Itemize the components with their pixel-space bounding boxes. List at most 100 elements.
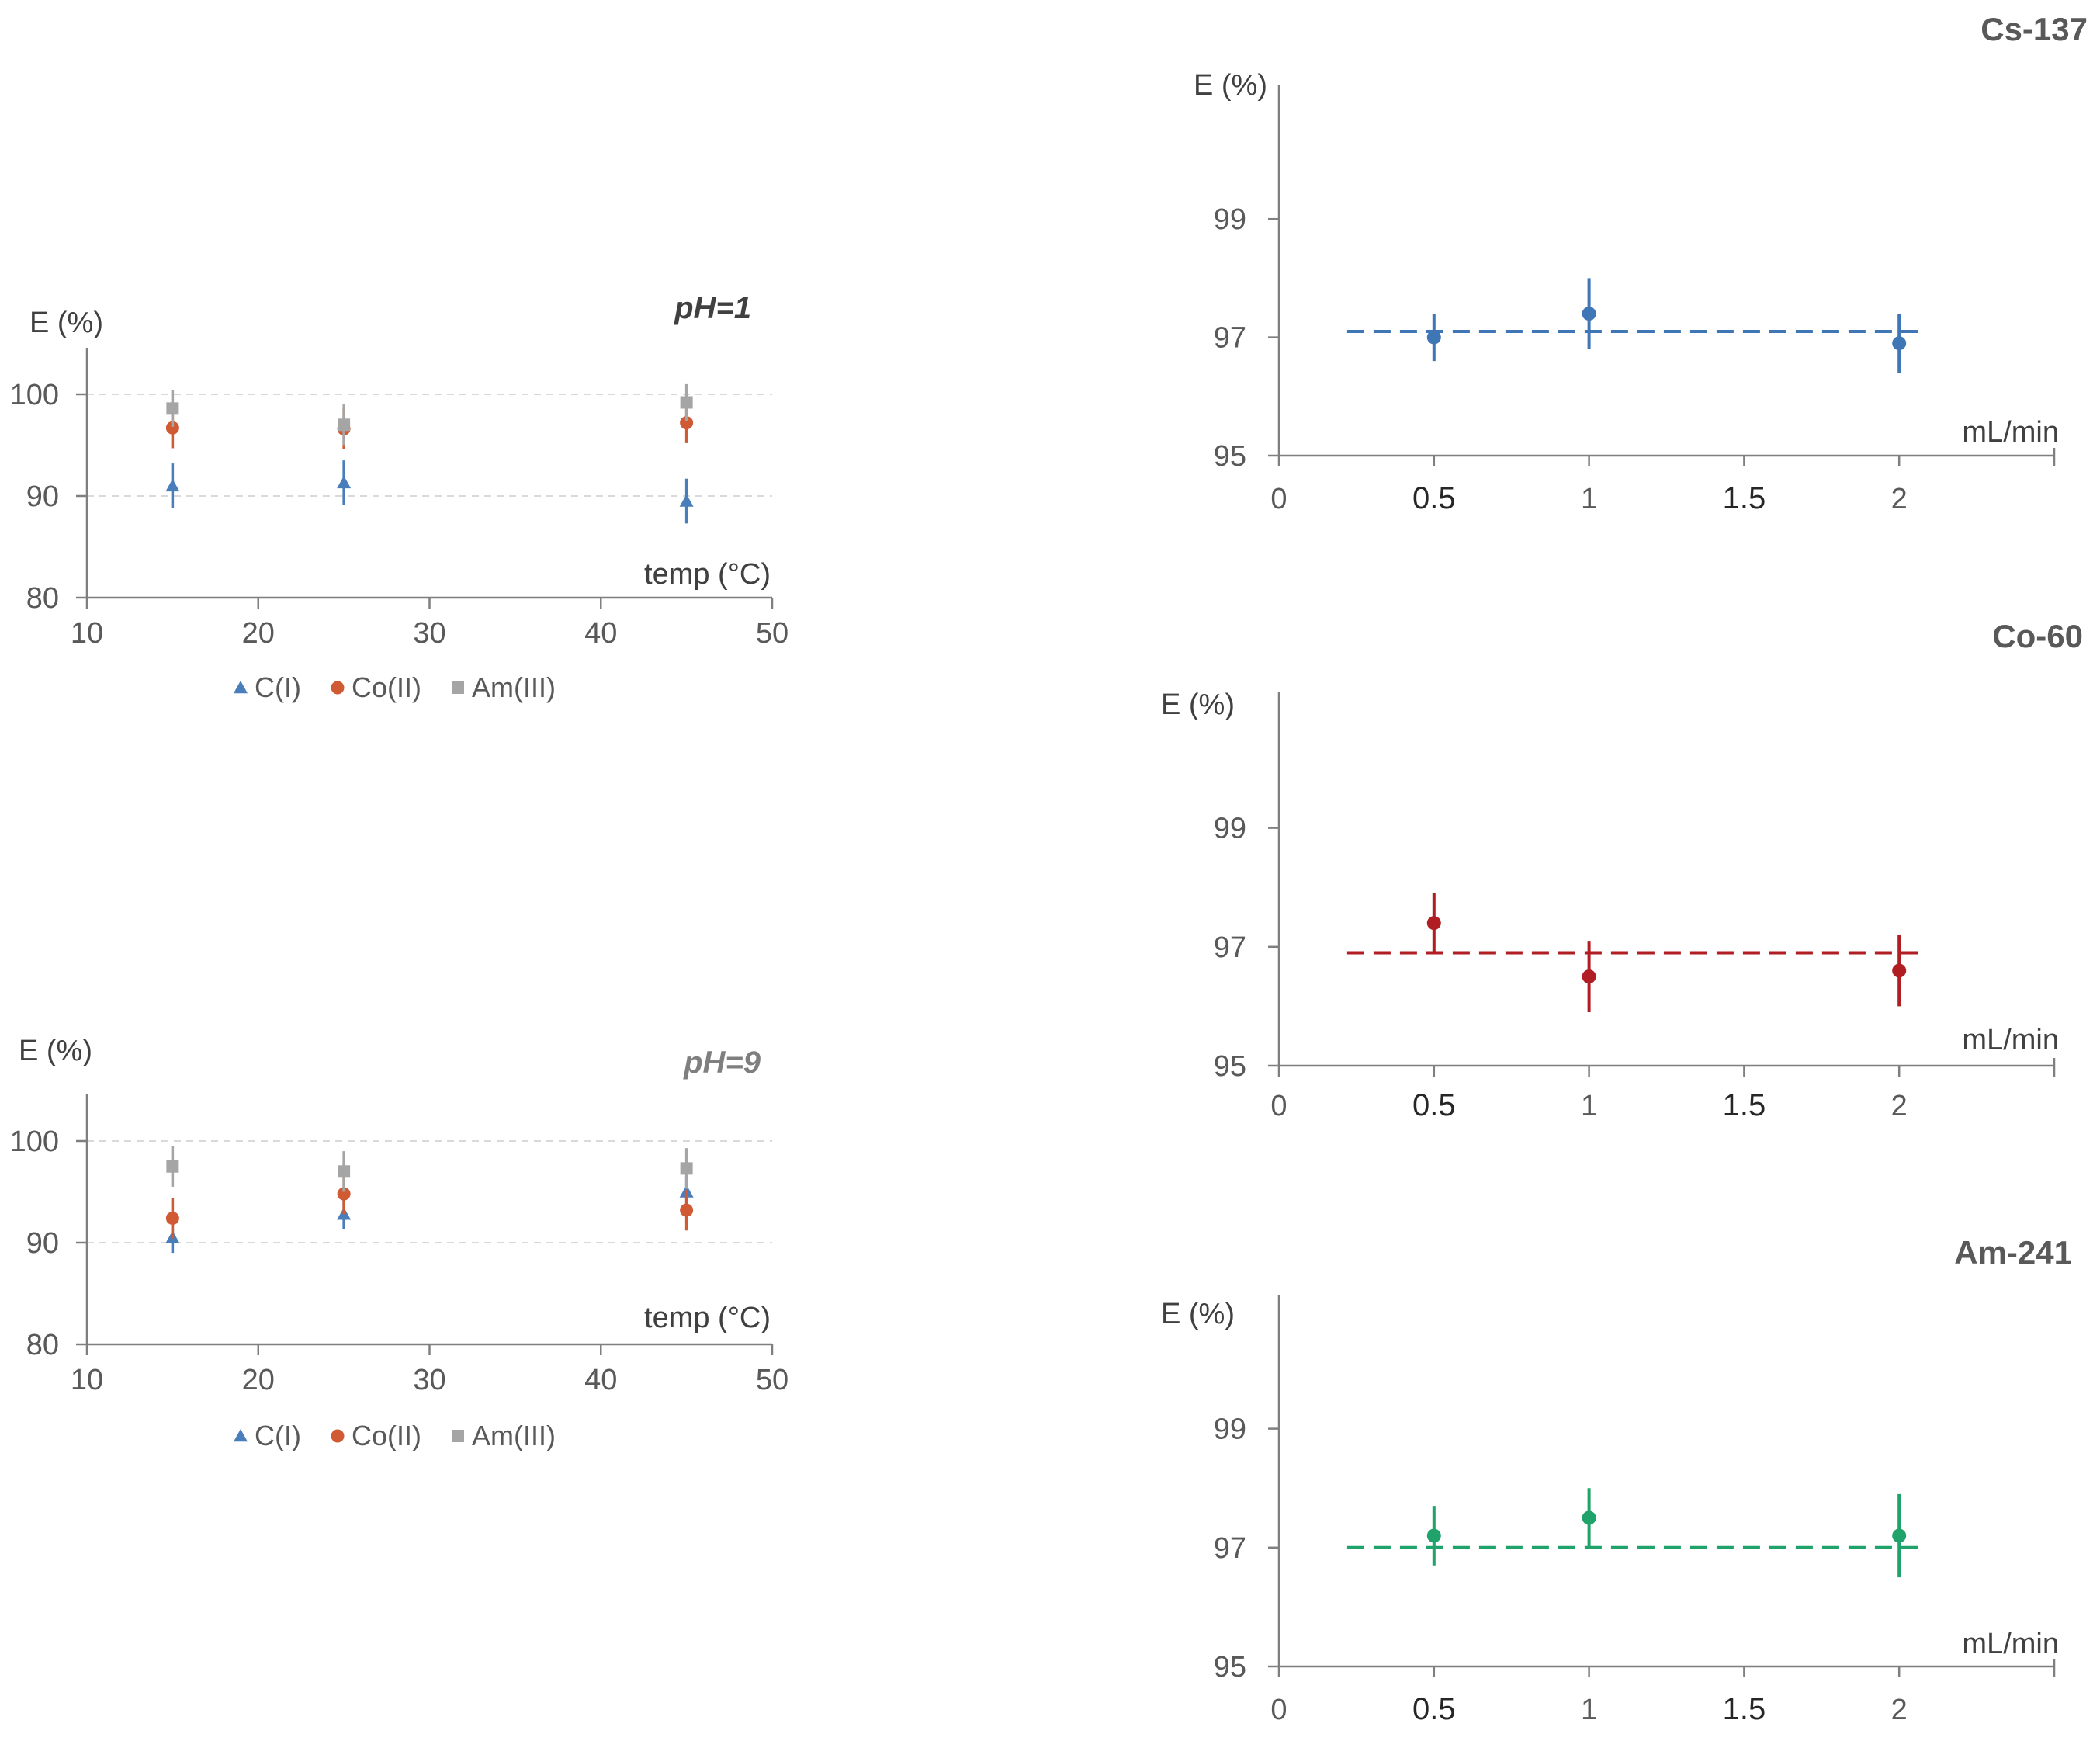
x-tick-label: 30 [413,617,445,650]
x-tick-label: 50 [756,617,788,650]
data-point [338,418,351,432]
x-tick-label: 1.5 [1723,1088,1766,1122]
x-tick-label: 1 [1581,1694,1597,1726]
data-point [165,478,180,492]
legend-entry: C(I) [255,1420,301,1451]
x-tick-label: 0.5 [1412,481,1456,515]
data-point [1582,1510,1596,1525]
chart-cs137: 95 97 99 0 0.5 1 1.5 2 E (%) mL/min Cs-137 [1194,11,2088,515]
x-tick-label: 2 [1891,1090,1908,1122]
data-point [1426,1528,1441,1543]
x-axis-label: mL/min [1962,1628,2059,1660]
chart-title: pH=9 [683,1046,761,1080]
y-tick-label: 99 [1214,813,1246,845]
legend-marker [452,681,464,694]
y-tick-label: 97 [1214,931,1246,964]
legend-marker [452,1430,464,1442]
data-point [1892,1528,1907,1543]
legend-marker [331,1429,345,1443]
x-tick-label: 0 [1270,1694,1287,1726]
x-tick-label: 0.5 [1412,1692,1456,1726]
x-tick-label: 30 [413,1364,445,1396]
y-axis-label: E (%) [1194,69,1267,102]
y-tick-label: 99 [1214,203,1246,236]
data-point [165,1212,179,1226]
data-point [1426,916,1441,931]
x-tick-label: 1.5 [1723,1692,1766,1726]
data-point [337,1187,351,1201]
y-tick-label: 97 [1214,322,1246,355]
legend-marker [234,681,248,694]
y-axis-label: E (%) [29,307,103,339]
y-axis-label: E (%) [19,1035,92,1067]
x-tick-label: 0 [1270,1090,1287,1122]
series-co-60 [1426,893,1907,1013]
y-tick-label: 90 [26,480,59,513]
legend: C(I) Co(II) Am(III) [234,1420,556,1451]
chart-co60: 95 97 99 0 0.5 1 1.5 2 E (%) mL/min Co-60 [1161,618,2083,1122]
series-am-iii- [166,383,693,446]
x-axis-label: mL/min [1962,416,2059,449]
legend-entry: Am(III) [472,671,556,703]
legend: C(I) Co(II) Am(III) [234,671,556,703]
y-tick-label: 95 [1214,1651,1246,1684]
y-tick-label: 97 [1214,1532,1246,1565]
data-point [166,402,179,415]
x-tick-label: 2 [1891,483,1908,515]
legend-marker [234,1429,248,1442]
y-tick-label: 90 [26,1227,59,1260]
legend-entry: Co(II) [352,671,421,703]
y-tick-label: 99 [1214,1413,1246,1446]
legend-entry: C(I) [255,671,301,703]
x-axis-label: mL/min [1962,1024,2059,1056]
x-tick-label: 20 [242,1364,275,1396]
x-tick-label: 40 [584,617,617,650]
chart-title: Cs-137 [1980,11,2088,47]
chart-title: pH=1 [674,291,751,325]
data-point [680,1203,694,1217]
x-tick-label: 0.5 [1412,1088,1456,1122]
x-tick-label: 1 [1581,1090,1597,1122]
data-point [1892,336,1907,351]
x-tick-label: 0 [1270,483,1287,515]
data-point [338,1165,351,1178]
x-tick-label: 1.5 [1723,481,1766,515]
x-tick-label: 50 [756,1364,788,1396]
chart-title: Co-60 [1992,618,2083,654]
x-tick-label: 40 [584,1364,617,1396]
data-point [1582,307,1596,321]
chart-am241: 95 97 99 0 0.5 1 1.5 2 E (%) mL/min Am-241 [1161,1234,2072,1726]
series-am-iii- [166,1146,693,1192]
y-axis-label: E (%) [1161,688,1235,721]
y-tick-label: 100 [10,1125,59,1158]
x-tick-label: 10 [71,617,103,650]
series-cs-137 [1426,278,1907,373]
series-am-241 [1426,1488,1907,1578]
x-tick-label: 2 [1891,1694,1908,1726]
series-co-ii- [165,402,694,449]
y-tick-label: 80 [26,582,59,615]
data-point [1426,330,1441,345]
series-c-i- [165,460,694,524]
data-point [680,396,693,409]
x-tick-label: 20 [242,617,275,650]
y-tick-label: 95 [1214,440,1246,473]
y-tick-label: 80 [26,1329,59,1361]
data-point [680,416,694,430]
data-point [166,1160,179,1173]
y-axis-label: E (%) [1161,1298,1235,1330]
legend-marker [331,681,345,695]
data-point [337,475,352,489]
data-point [680,1162,693,1175]
data-point [679,494,694,507]
y-tick-label: 95 [1214,1050,1246,1083]
series-co-ii- [165,1173,694,1239]
legend-entry: Co(II) [352,1420,421,1451]
series-c-i- [165,1176,694,1254]
y-tick-label: 100 [10,379,59,411]
data-point [1582,969,1596,984]
data-point [165,421,179,435]
